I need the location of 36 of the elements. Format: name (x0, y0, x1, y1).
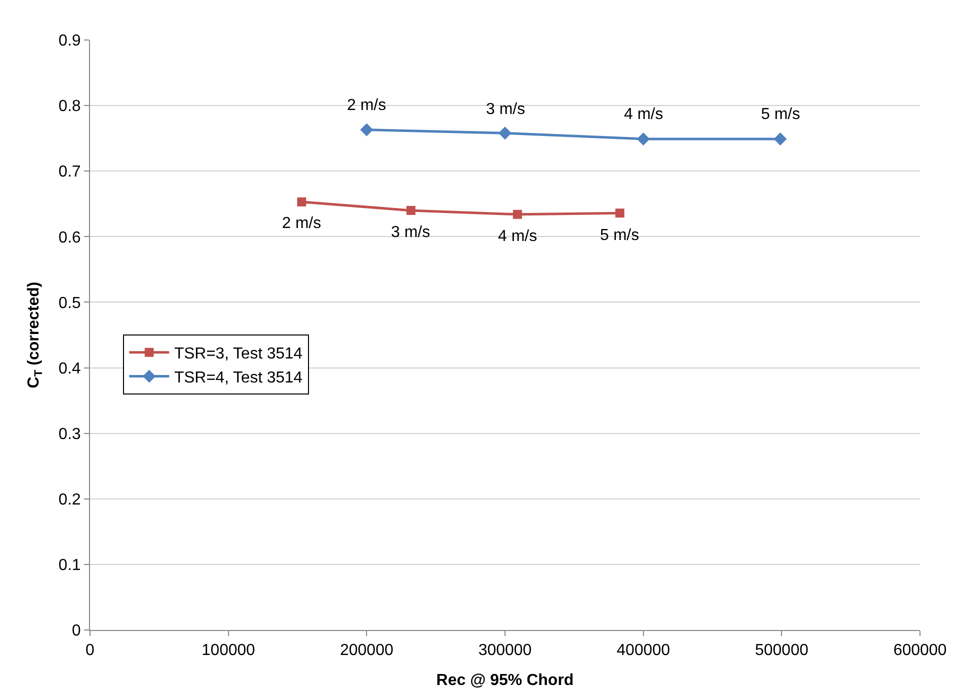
y-tick-label: 0.3 (58, 426, 81, 443)
point (297, 197, 306, 206)
point (360, 123, 374, 136)
x-tick-label: 600000 (893, 642, 947, 660)
y-tick-label: 0.5 (58, 294, 81, 312)
y-tick-label: 0 (72, 622, 81, 640)
y-tick-label: 0.1 (58, 557, 81, 574)
annotation: 4 m/s (624, 106, 664, 123)
annotation: 2 m/s (282, 215, 322, 232)
legend-label: TSR=3, Test 3514 (174, 346, 303, 363)
annotation: 4 m/s (498, 228, 538, 245)
y-tick-label: 0.7 (58, 164, 81, 181)
annotation: 5 m/s (761, 106, 800, 123)
y-tick-label: 0.4 (58, 360, 81, 378)
annotation: 3 m/s (391, 224, 430, 241)
x-axis-title: Rec @ 95% Chord (436, 672, 574, 689)
x-tick-label: 0 (86, 642, 95, 660)
x-tick-label: 500000 (754, 642, 808, 660)
point (636, 132, 650, 146)
y-tick-label: 0.8 (58, 98, 81, 116)
point (774, 132, 787, 146)
point (406, 206, 416, 215)
point (498, 126, 512, 140)
y-tick-label: 0.6 (58, 229, 81, 246)
x-tick-label: 100000 (202, 642, 256, 660)
annotation: 2 m/s (347, 97, 386, 114)
y-tick-label: 0.2 (58, 491, 81, 508)
point (512, 210, 522, 219)
legend-label: TSR=4, Test 3514 (174, 369, 303, 386)
y-tick-label: 0.9 (58, 32, 81, 50)
x-tick-label: 200000 (340, 642, 394, 660)
point (615, 208, 624, 218)
annotation: 3 m/s (486, 101, 526, 118)
annotation: 5 m/s (600, 227, 640, 244)
x-tick-label: 400000 (616, 642, 670, 660)
x-tick-label: 300000 (478, 642, 532, 660)
